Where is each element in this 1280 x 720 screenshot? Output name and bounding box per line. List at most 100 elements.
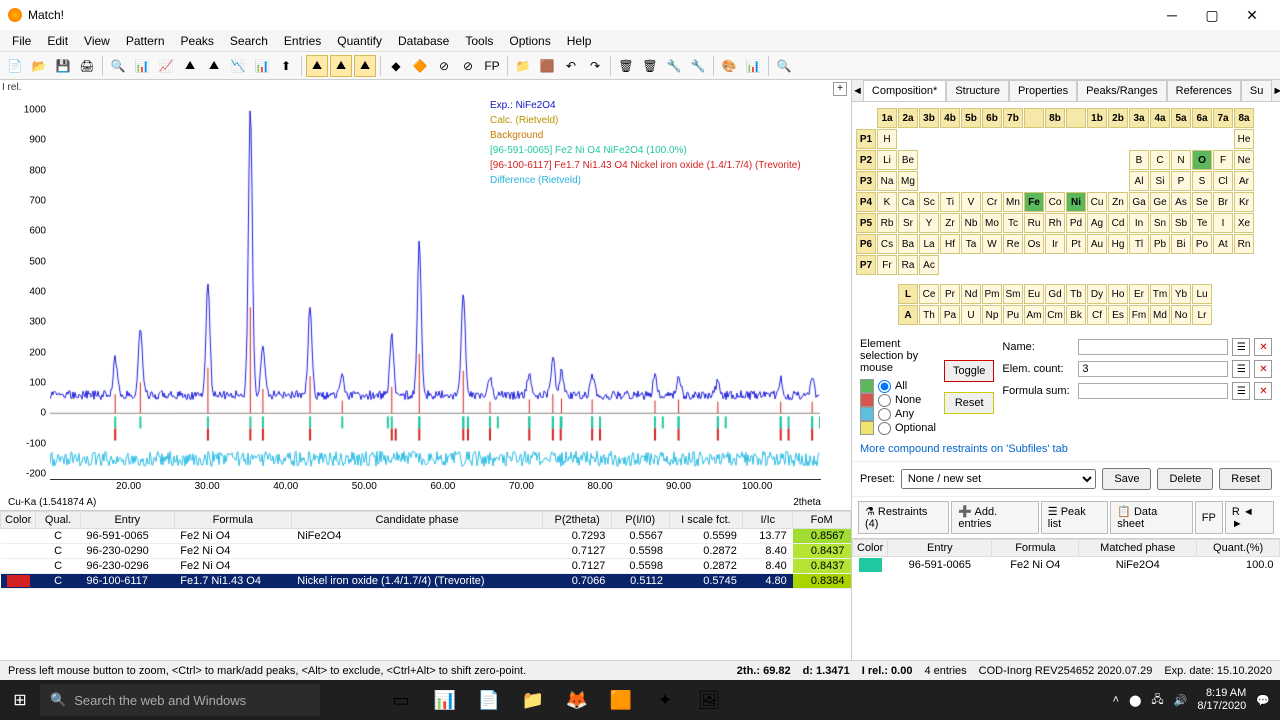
cand-header[interactable]: Candidate phase [291,512,543,529]
match-header[interactable]: Matched phase [1079,540,1197,557]
element-Ho[interactable]: Ho [1108,284,1128,304]
toolbar-btn-16[interactable]: ⛰ [354,55,376,77]
cand-header[interactable]: Qual. [36,512,81,529]
table-row[interactable]: C96-591-0065Fe2 Ni O4 NiFe2O40.72930.556… [1,529,851,544]
toolbar-btn-19[interactable]: 🔶 [409,55,431,77]
cand-header[interactable]: Color [1,512,36,529]
mode-all-radio[interactable] [878,380,891,393]
element-At[interactable]: At [1213,234,1233,254]
match-header[interactable]: Quant.(%) [1197,540,1280,557]
action-more[interactable]: R ◄ ► [1225,501,1274,534]
element-Pd[interactable]: Pd [1066,213,1086,233]
element-Li[interactable]: Li [877,150,897,170]
element-Sn[interactable]: Sn [1150,213,1170,233]
element-Am[interactable]: Am [1024,305,1044,325]
element-Fr[interactable]: Fr [877,255,897,275]
table-row[interactable]: C96-100-6117Fe1.7 Ni1.43 O4 Nickel iron … [1,574,851,589]
toolbar-btn-8[interactable]: ⛰ [179,55,201,77]
close-button[interactable]: ✕ [1232,1,1272,29]
element-Al[interactable]: Al [1129,171,1149,191]
element-Ta[interactable]: Ta [961,234,981,254]
element-Tb[interactable]: Tb [1066,284,1086,304]
diffraction-chart[interactable]: I rel. + 1000900800700600500400300200100… [0,80,851,510]
toolbar-btn-32[interactable]: 🔧 [687,55,709,77]
element-Be[interactable]: Be [898,150,918,170]
count-input[interactable] [1078,361,1228,377]
table-row[interactable]: C96-230-0296Fe2 Ni O4 0.71270.5598 0.287… [1,559,851,574]
toolbar-btn-26[interactable]: ↶ [560,55,582,77]
toolbar-btn-37[interactable]: 🔍 [773,55,795,77]
table-row[interactable]: 96-591-0065Fe2 Ni O4NiFe2O4100.0 [853,557,1280,574]
toolbar-btn-25[interactable]: 🟫 [536,55,558,77]
toolbar-btn-3[interactable]: 🖨 [76,55,98,77]
element-Tm[interactable]: Tm [1150,284,1170,304]
element-Eu[interactable]: Eu [1024,284,1044,304]
menu-pattern[interactable]: Pattern [118,32,173,50]
action-datasheet-button[interactable]: 📋 Data sheet [1110,501,1193,534]
element-Co[interactable]: Co [1045,192,1065,212]
mode-optional-radio[interactable] [878,422,891,435]
element-Pr[interactable]: Pr [940,284,960,304]
count-clear-icon[interactable]: ✕ [1254,360,1272,378]
tabs-scroll-right[interactable]: ► [1272,85,1280,97]
element-F[interactable]: F [1213,150,1233,170]
delete-button[interactable]: Delete [1157,468,1213,490]
tab-properties[interactable]: Properties [1009,80,1077,101]
element-Ar[interactable]: Ar [1234,171,1254,191]
element-In[interactable]: In [1129,213,1149,233]
element-Pb[interactable]: Pb [1150,234,1170,254]
mode-any-radio[interactable] [878,408,891,421]
element-Kr[interactable]: Kr [1234,192,1254,212]
mode-none-radio[interactable] [878,394,891,407]
element-He[interactable]: He [1234,129,1254,149]
formula-clear-icon[interactable]: ✕ [1254,382,1272,400]
toolbar-btn-22[interactable]: FP [481,55,503,77]
menu-view[interactable]: View [76,32,118,50]
toolbar-btn-10[interactable]: 📉 [227,55,249,77]
match-header[interactable]: Formula [992,540,1079,557]
element-Mn[interactable]: Mn [1003,192,1023,212]
element-Yb[interactable]: Yb [1171,284,1191,304]
element-Ac[interactable]: Ac [919,255,939,275]
element-Ir[interactable]: Ir [1045,234,1065,254]
element-Ca[interactable]: Ca [898,192,918,212]
element-Hf[interactable]: Hf [940,234,960,254]
element-Lu[interactable]: Lu [1192,284,1212,304]
tab-structure[interactable]: Structure [946,80,1009,101]
element-U[interactable]: U [961,305,981,325]
element-Ga[interactable]: Ga [1129,192,1149,212]
tabs-scroll-left[interactable]: ◄ [852,85,863,97]
element-Cu[interactable]: Cu [1087,192,1107,212]
element-Bk[interactable]: Bk [1066,305,1086,325]
element-Tc[interactable]: Tc [1003,213,1023,233]
element-Si[interactable]: Si [1150,171,1170,191]
element-Cr[interactable]: Cr [982,192,1002,212]
formula-list-icon[interactable]: ☰ [1232,382,1250,400]
name-list-icon[interactable]: ☰ [1232,338,1250,356]
toolbar-btn-9[interactable]: ⛰ [203,55,225,77]
element-Bi[interactable]: Bi [1171,234,1191,254]
tray-up-icon[interactable]: ˄ [1113,694,1119,706]
element-Ni[interactable]: Ni [1066,192,1086,212]
element-H[interactable]: H [877,129,897,149]
element-Cl[interactable]: Cl [1213,171,1233,191]
tray-net-icon[interactable]: 🖧 [1151,691,1163,710]
toolbar-btn-34[interactable]: 🎨 [718,55,740,77]
matched-table[interactable]: ColorEntryFormulaMatched phaseQuant.(%) … [852,539,1280,573]
reset-button[interactable]: Reset [944,392,994,414]
element-Md[interactable]: Md [1150,305,1170,325]
reset2-button[interactable]: Reset [1219,468,1272,490]
name-clear-icon[interactable]: ✕ [1254,338,1272,356]
toolbar-btn-15[interactable]: ⛰ [330,55,352,77]
notif-icon[interactable]: 💬 [1256,694,1270,707]
action-addentries-button[interactable]: ➕ Add. entries [951,501,1038,534]
photos-icon[interactable]: 🖼 [688,680,730,720]
element-Te[interactable]: Te [1192,213,1212,233]
minimize-button[interactable]: ─ [1152,1,1192,29]
tab-su[interactable]: Su [1241,80,1272,101]
toolbar-btn-1[interactable]: 📂 [28,55,50,77]
element-Au[interactable]: Au [1087,234,1107,254]
element-Nd[interactable]: Nd [961,284,981,304]
element-Np[interactable]: Np [982,305,1002,325]
cand-header[interactable]: P(I/I0) [611,512,669,529]
